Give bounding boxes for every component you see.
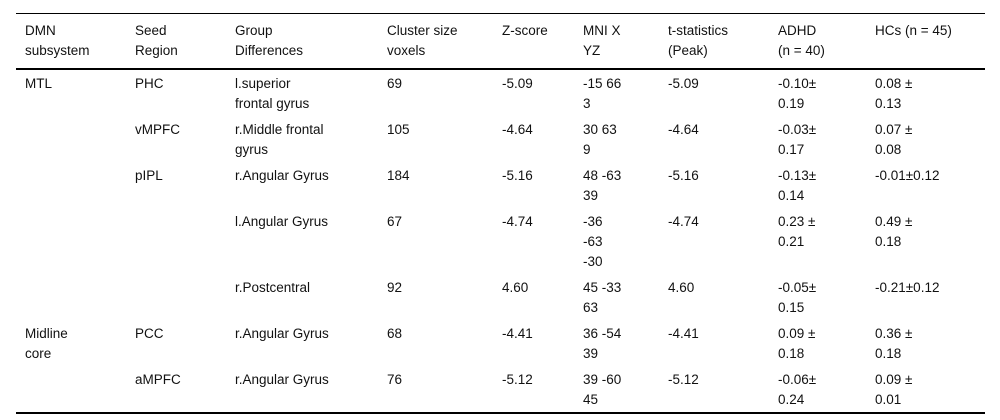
table-header: DMN subsystem Seed Region Group Differen… — [16, 13, 985, 70]
cell-adhd: 0.23 ± 0.21 — [778, 214, 816, 249]
cell-adhd: -0.10± 0.19 — [778, 76, 817, 111]
cell-hcs: 0.49 ± 0.18 — [875, 214, 913, 249]
cell-hcs: 0.36 ± 0.18 — [875, 326, 913, 361]
cell-adhd: -0.06± 0.24 — [778, 372, 817, 407]
cell-mni-xyz: 48 -63 39 — [583, 168, 622, 203]
cell-hcs: -0.01±0.12 — [875, 168, 940, 183]
cell-z-score: -5.12 — [502, 372, 533, 387]
header-t-statistics-peak: t-statistics (Peak) — [659, 13, 769, 70]
cell-dmn-subsystem — [16, 116, 126, 162]
cell-group-differences: l.Angular Gyrus — [235, 214, 329, 229]
cell-t-statistics: -5.16 — [668, 168, 699, 183]
cell-z-score: -4.64 — [502, 122, 533, 137]
table-body: MTL PHC l.superior frontal gyrus 69 -5.0… — [16, 69, 985, 413]
cell-group-differences: r.Middle frontal gyrus — [235, 122, 324, 157]
header-mni-xyz: MNI X YZ — [574, 13, 659, 70]
cell-t-statistics: -4.74 — [668, 214, 699, 229]
cell-group-differences: r.Angular Gyrus — [235, 372, 329, 387]
cell-seed-region: aMPFC — [135, 372, 181, 387]
cell-cluster-size: 68 — [387, 326, 403, 341]
cell-seed-region: pIPL — [135, 168, 163, 183]
cell-dmn-subsystem: MTL — [25, 76, 52, 91]
cell-group-differences: l.superior frontal gyrus — [235, 76, 310, 111]
cell-mni-xyz: 39 -60 45 — [583, 372, 622, 407]
table-container: DMN subsystem Seed Region Group Differen… — [16, 13, 985, 414]
cell-t-statistics: -5.09 — [668, 76, 699, 91]
cell-adhd: -0.05± 0.15 — [778, 280, 817, 315]
header-hcs-n45: HCs (n = 45) — [866, 13, 985, 70]
cell-dmn-subsystem: Midline core — [25, 326, 68, 361]
table-row: pIPL r.Angular Gyrus 184 -5.16 48 -63 39… — [16, 162, 985, 208]
cell-hcs: -0.21±0.12 — [875, 280, 940, 295]
cell-t-statistics: -4.64 — [668, 122, 699, 137]
cell-dmn-subsystem — [16, 366, 126, 413]
cell-mni-xyz: 45 -33 63 — [583, 280, 622, 315]
table-row: Midline core PCC r.Angular Gyrus 68 -4.4… — [16, 320, 985, 366]
cell-cluster-size: 76 — [387, 372, 403, 387]
cell-group-differences: r.Angular Gyrus — [235, 168, 329, 183]
cell-z-score: 4.60 — [502, 280, 529, 295]
cell-mni-xyz: 36 -54 39 — [583, 326, 622, 361]
table-row: MTL PHC l.superior frontal gyrus 69 -5.0… — [16, 69, 985, 116]
cell-mni-xyz: 30 63 9 — [583, 122, 617, 157]
cell-adhd: -0.13± 0.14 — [778, 168, 817, 203]
header-z-score: Z-score — [493, 13, 574, 70]
header-row: DMN subsystem Seed Region Group Differen… — [16, 13, 985, 70]
cell-hcs: 0.07 ± 0.08 — [875, 122, 913, 157]
table-row: vMPFC r.Middle frontal gyrus 105 -4.64 3… — [16, 116, 985, 162]
table-row: l.Angular Gyrus 67 -4.74 -36 -63 -30 -4.… — [16, 208, 985, 274]
cell-seed-region — [126, 274, 226, 320]
cell-z-score: -5.16 — [502, 168, 533, 183]
header-dmn-subsystem: DMN subsystem — [16, 13, 126, 70]
header-adhd-n40: ADHD (n = 40) — [769, 13, 866, 70]
cell-dmn-subsystem — [16, 274, 126, 320]
cell-cluster-size: 184 — [387, 168, 410, 183]
dmn-statistics-table: DMN subsystem Seed Region Group Differen… — [16, 13, 985, 414]
cell-hcs: 0.09 ± 0.01 — [875, 372, 913, 407]
cell-adhd: 0.09 ± 0.18 — [778, 326, 816, 361]
cell-t-statistics: 4.60 — [668, 280, 695, 295]
table-row: r.Postcentral 92 4.60 45 -33 63 4.60 -0.… — [16, 274, 985, 320]
table-row: aMPFC r.Angular Gyrus 76 -5.12 39 -60 45… — [16, 366, 985, 413]
cell-seed-region — [126, 208, 226, 274]
cell-group-differences: r.Angular Gyrus — [235, 326, 329, 341]
cell-z-score: -5.09 — [502, 76, 533, 91]
cell-mni-xyz: -15 66 3 — [583, 76, 622, 111]
cell-cluster-size: 69 — [387, 76, 403, 91]
header-seed-region: Seed Region — [126, 13, 226, 70]
header-cluster-size-voxels: Cluster size voxels — [378, 13, 493, 70]
cell-dmn-subsystem — [16, 162, 126, 208]
cell-cluster-size: 92 — [387, 280, 403, 295]
cell-mni-xyz: -36 -63 -30 — [583, 214, 603, 269]
cell-t-statistics: -4.41 — [668, 326, 699, 341]
cell-group-differences: r.Postcentral — [235, 280, 311, 295]
header-group-differences: Group Differences — [226, 13, 378, 70]
cell-seed-region: vMPFC — [135, 122, 180, 137]
cell-seed-region: PHC — [135, 76, 164, 91]
cell-cluster-size: 105 — [387, 122, 410, 137]
cell-hcs: 0.08 ± 0.13 — [875, 76, 913, 111]
cell-z-score: -4.41 — [502, 326, 533, 341]
cell-t-statistics: -5.12 — [668, 372, 699, 387]
cell-cluster-size: 67 — [387, 214, 403, 229]
cell-seed-region: PCC — [135, 326, 164, 341]
cell-z-score: -4.74 — [502, 214, 533, 229]
cell-dmn-subsystem — [16, 208, 126, 274]
cell-adhd: -0.03± 0.17 — [778, 122, 817, 157]
